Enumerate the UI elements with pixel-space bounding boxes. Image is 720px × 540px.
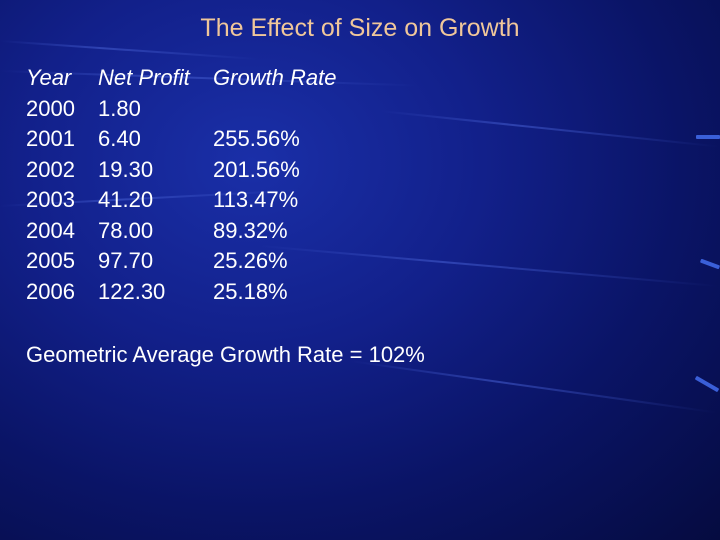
row-net-profit: 97.70 bbox=[98, 248, 154, 273]
decorative-stripe bbox=[379, 110, 719, 148]
slide-title: The Effect of Size on Growth bbox=[200, 14, 520, 42]
row-year: 2005 bbox=[26, 248, 75, 273]
header-net-profit: Net Profit bbox=[98, 65, 190, 90]
row-year: 2002 bbox=[26, 156, 75, 182]
decorative-stripe bbox=[259, 245, 719, 288]
row-growth-rate: 201.56% bbox=[213, 156, 300, 182]
row-year: 2000 bbox=[26, 95, 75, 121]
row-net-profit: 122.30 bbox=[98, 278, 166, 304]
row-growth-rate: 25.18% bbox=[213, 278, 288, 304]
row-net-profit: 19.30 bbox=[98, 156, 154, 182]
row-net-profit: 6.40 bbox=[98, 126, 141, 151]
row-net-profit: 1.80 bbox=[98, 95, 141, 121]
row-year: 2001 bbox=[26, 126, 75, 151]
row-year: 2006 bbox=[26, 278, 75, 304]
header-year: Year bbox=[26, 65, 72, 90]
header-growth-rate: Growth Rate bbox=[213, 65, 337, 90]
row-net-profit: 78.00 bbox=[98, 217, 154, 243]
decorative-tick bbox=[699, 258, 720, 270]
row-growth-rate: 89.32% bbox=[213, 217, 288, 243]
row-year: 2004 bbox=[26, 217, 75, 243]
decorative-tick bbox=[696, 135, 720, 139]
row-year: 2003 bbox=[26, 187, 75, 212]
row-growth-rate: 25.26% bbox=[213, 248, 288, 273]
row-growth-rate: 113.47% bbox=[213, 187, 299, 212]
row-net-profit: 41.20 bbox=[98, 187, 154, 212]
decorative-stripe bbox=[0, 40, 260, 61]
decorative-tick bbox=[694, 375, 720, 393]
geometric-average-note: Geometric Average Growth Rate = 102% bbox=[26, 342, 425, 367]
row-growth-rate: 255.56% bbox=[213, 126, 300, 151]
